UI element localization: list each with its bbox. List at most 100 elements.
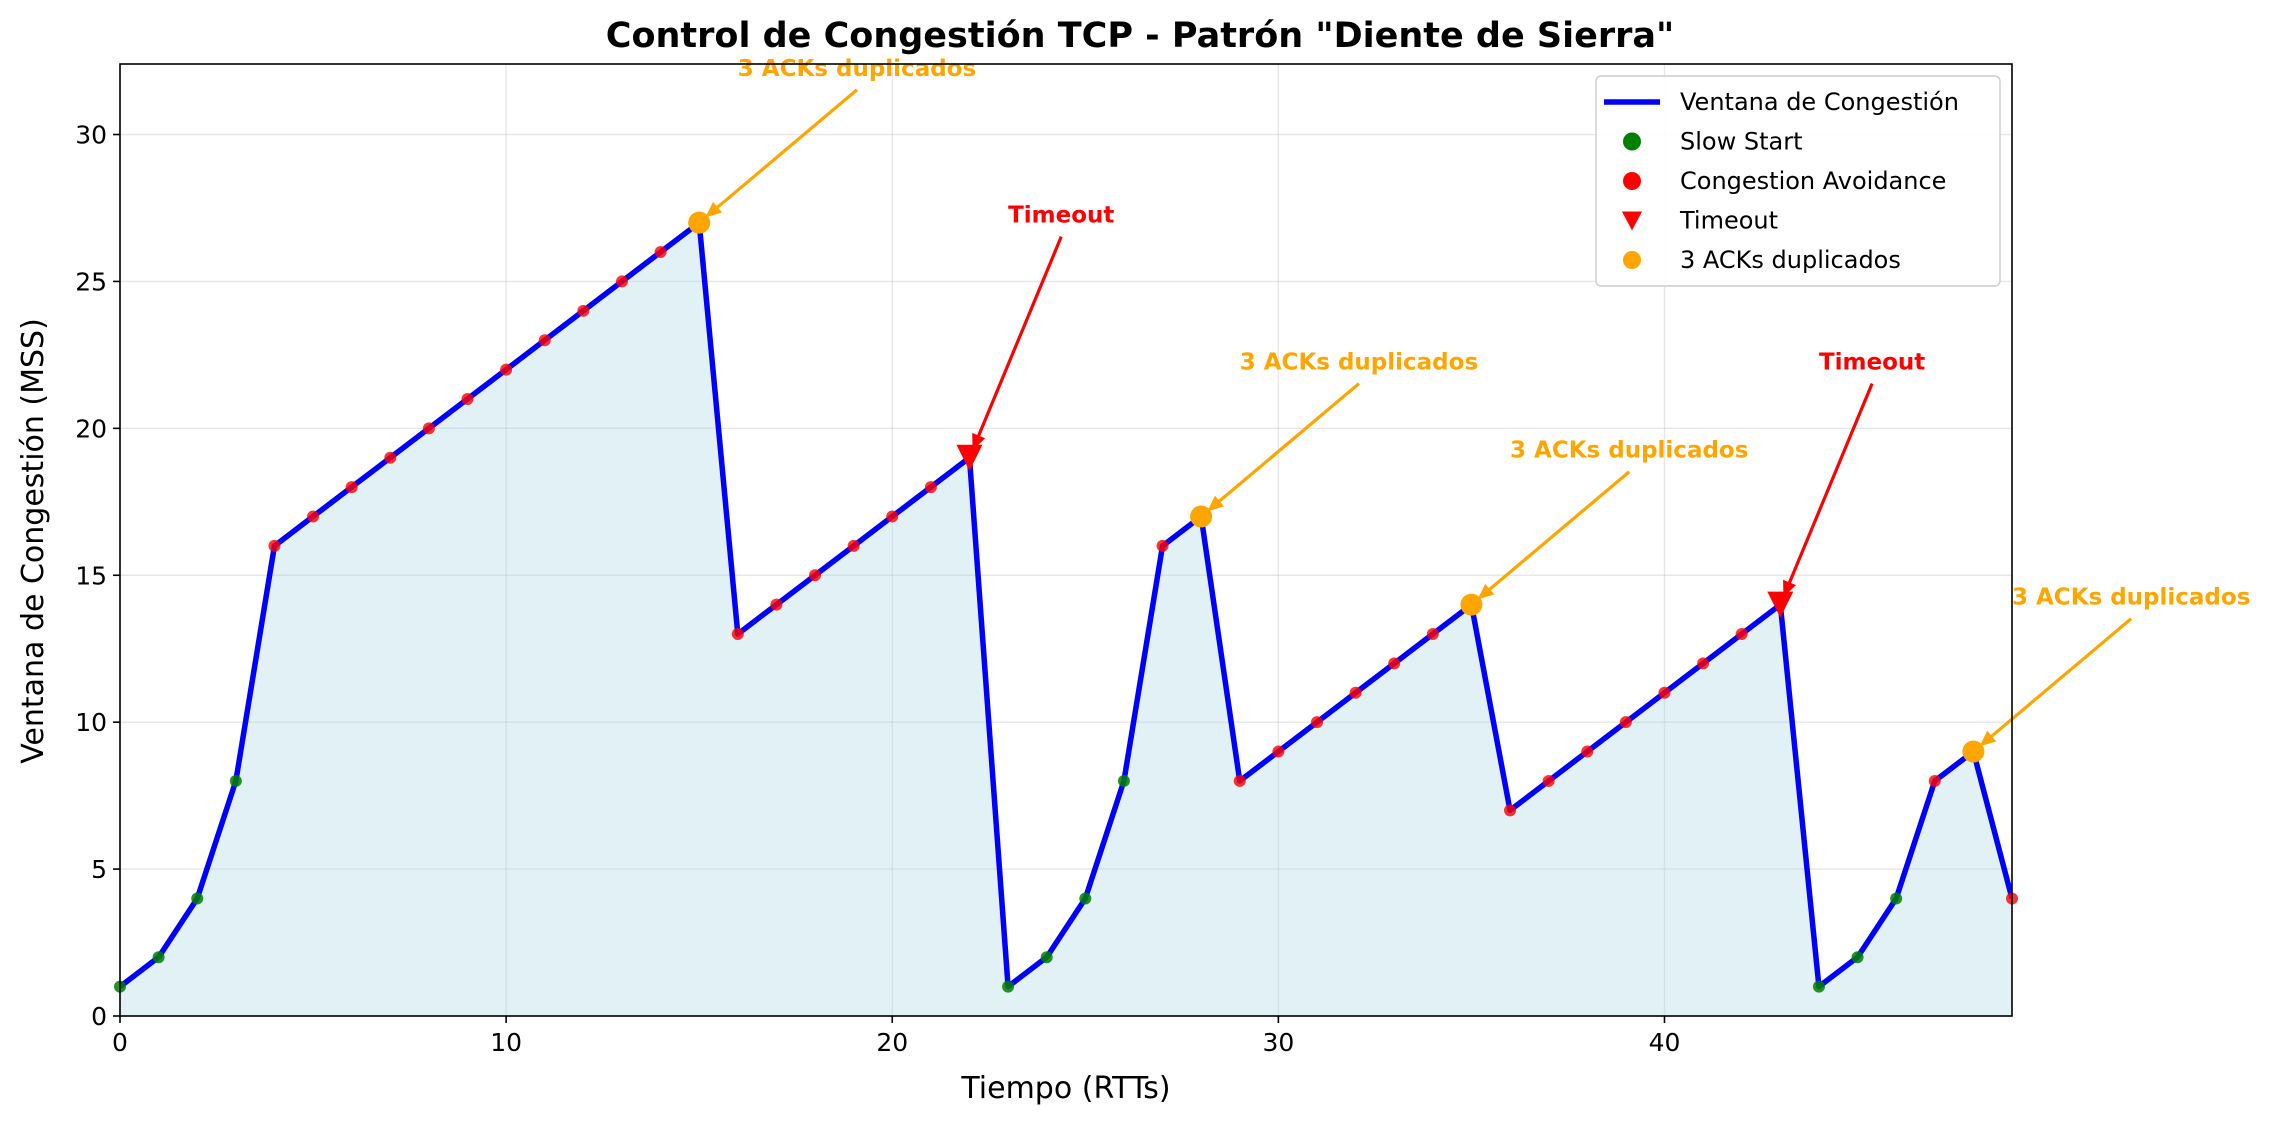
y-tick-label: 25: [75, 267, 107, 296]
x-tick-label: 0: [112, 1028, 128, 1057]
congestion-avoidance-point: [1310, 716, 1323, 729]
triple-ack-marker: [1962, 740, 1985, 763]
congestion-avoidance-point: [1542, 774, 1555, 787]
plot-frame: [119, 63, 2013, 1017]
congestion-avoidance-point: [615, 275, 628, 288]
triple-ack-marker: [1460, 593, 1483, 616]
congestion-avoidance-point: [577, 304, 590, 317]
congestion-avoidance-point: [1581, 745, 1594, 758]
timeout-marker: [956, 444, 983, 471]
congestion-avoidance-point: [809, 569, 822, 582]
legend-label: 3 ACKs duplicados: [1680, 246, 1901, 274]
y-tick-label: 5: [91, 855, 107, 884]
congestion-avoidance-point: [654, 246, 667, 259]
annotation-arrowhead: [1477, 583, 1495, 600]
annotation-label: 3 ACKs duplicados: [1240, 350, 1478, 376]
x-tick-label: 20: [876, 1028, 908, 1057]
congestion-avoidance-point: [1658, 686, 1671, 699]
x-tick-label: 30: [1262, 1028, 1294, 1057]
slow-start-point: [1117, 774, 1130, 787]
area-fill-path: [120, 222, 2012, 1016]
congestion-avoidance-point: [1426, 628, 1439, 641]
congestion-avoidance-point: [770, 598, 783, 611]
congestion-avoidance-point: [731, 628, 744, 641]
triple-ack-marker: [688, 211, 711, 234]
congestion-avoidance-point: [422, 422, 435, 435]
annotation-arrowhead: [705, 201, 723, 218]
series-line: [120, 219, 2012, 990]
congestion-avoidance-point: [1504, 804, 1517, 817]
annotation-arrowhead: [1207, 495, 1225, 512]
axes: 0 10 20 30 40 0 5 10 15 20 25 30: [75, 63, 2013, 1057]
congestion-avoidance-point: [1156, 539, 1169, 552]
x-tick-label: 40: [1649, 1028, 1681, 1057]
y-tick-label: 20: [75, 414, 107, 443]
annotation-arrow: [1986, 617, 2133, 742]
congestion-avoidance-point: [1349, 686, 1362, 699]
legend: Ventana de Congestión Slow Start Congestio…: [1595, 75, 2001, 287]
x-tick-label: 10: [490, 1028, 522, 1057]
annotation-label: 3 ACKs duplicados: [738, 56, 976, 82]
slow-start-point: [1812, 980, 1825, 993]
phase-markers: [114, 211, 2018, 993]
congestion-avoidance-point: [1735, 628, 1748, 641]
annotation-label: Timeout: [1819, 350, 1925, 376]
legend-label: Slow Start: [1680, 128, 1802, 156]
congestion-avoidance-point: [886, 510, 899, 523]
slow-start-point: [152, 951, 165, 964]
y-tick-label: 30: [75, 121, 107, 150]
area-fill: [120, 222, 2012, 1016]
annotation-label: 3 ACKs duplicados: [2012, 585, 2250, 611]
y-tick-label: 10: [75, 708, 107, 737]
annotation-arrow: [974, 236, 1063, 442]
congestion-avoidance-point: [924, 481, 937, 494]
congestion-avoidance-point: [1928, 774, 1941, 787]
legend-label: Congestion Avoidance: [1680, 167, 1946, 195]
congestion-avoidance-point: [1233, 774, 1246, 787]
congestion-avoidance-point: [1272, 745, 1285, 758]
slow-start-point: [1851, 951, 1864, 964]
timeout-marker: [1767, 591, 1794, 618]
annotation-arrow: [1785, 382, 1874, 589]
annotation-arrow: [1484, 470, 1631, 595]
legend-circle-swatch: [1623, 132, 1641, 151]
y-axis-label: Ventana de Congestión (MSS): [16, 318, 51, 764]
y-tick-label: 15: [75, 561, 107, 590]
congestion-avoidance-point: [538, 334, 551, 347]
congestion-avoidance-point: [1619, 716, 1632, 729]
congestion-avoidance-point: [307, 510, 320, 523]
slow-start-point: [1040, 951, 1053, 964]
congestion-window-line: [120, 219, 2012, 990]
x-axis-label: Tiempo (RTTs): [960, 1071, 1170, 1106]
legend-triangle-swatch: [1622, 211, 1642, 231]
congestion-avoidance-point: [384, 451, 397, 464]
slow-start-point: [191, 892, 204, 905]
legend-label: Timeout: [1679, 207, 1778, 235]
annotation-arrowhead: [1783, 579, 1796, 598]
congestion-avoidance-point: [500, 363, 513, 376]
annotation-arrowhead: [972, 432, 986, 451]
slow-start-point: [1079, 892, 1092, 905]
congestion-avoidance-point: [1388, 657, 1401, 670]
slow-start-point: [1890, 892, 1903, 905]
slow-start-point: [1002, 980, 1015, 993]
congestion-avoidance-point: [345, 481, 358, 494]
legend-box: [1595, 75, 2001, 287]
annotation-arrow: [1213, 382, 1360, 507]
slow-start-point: [229, 774, 242, 787]
y-tick-label: 0: [91, 1002, 107, 1031]
congestion-avoidance-point: [1697, 657, 1710, 670]
congestion-avoidance-point: [268, 539, 281, 552]
annotations: 3 ACKs duplicados Timeout 3 ACKs duplicado…: [705, 56, 2250, 747]
legend-label: Ventana de Congestión: [1680, 88, 1959, 116]
annotation-arrow: [711, 88, 859, 213]
annotation-arrowhead: [1979, 730, 1997, 747]
legend-circle-swatch: [1623, 251, 1641, 269]
legend-circle-swatch: [1623, 172, 1641, 190]
annotation-label: Timeout: [1008, 203, 1114, 229]
congestion-avoidance-point: [461, 392, 474, 405]
congestion-avoidance-point: [847, 539, 860, 552]
triple-ack-marker: [1190, 505, 1213, 528]
annotation-label: 3 ACKs duplicados: [1510, 438, 1748, 464]
